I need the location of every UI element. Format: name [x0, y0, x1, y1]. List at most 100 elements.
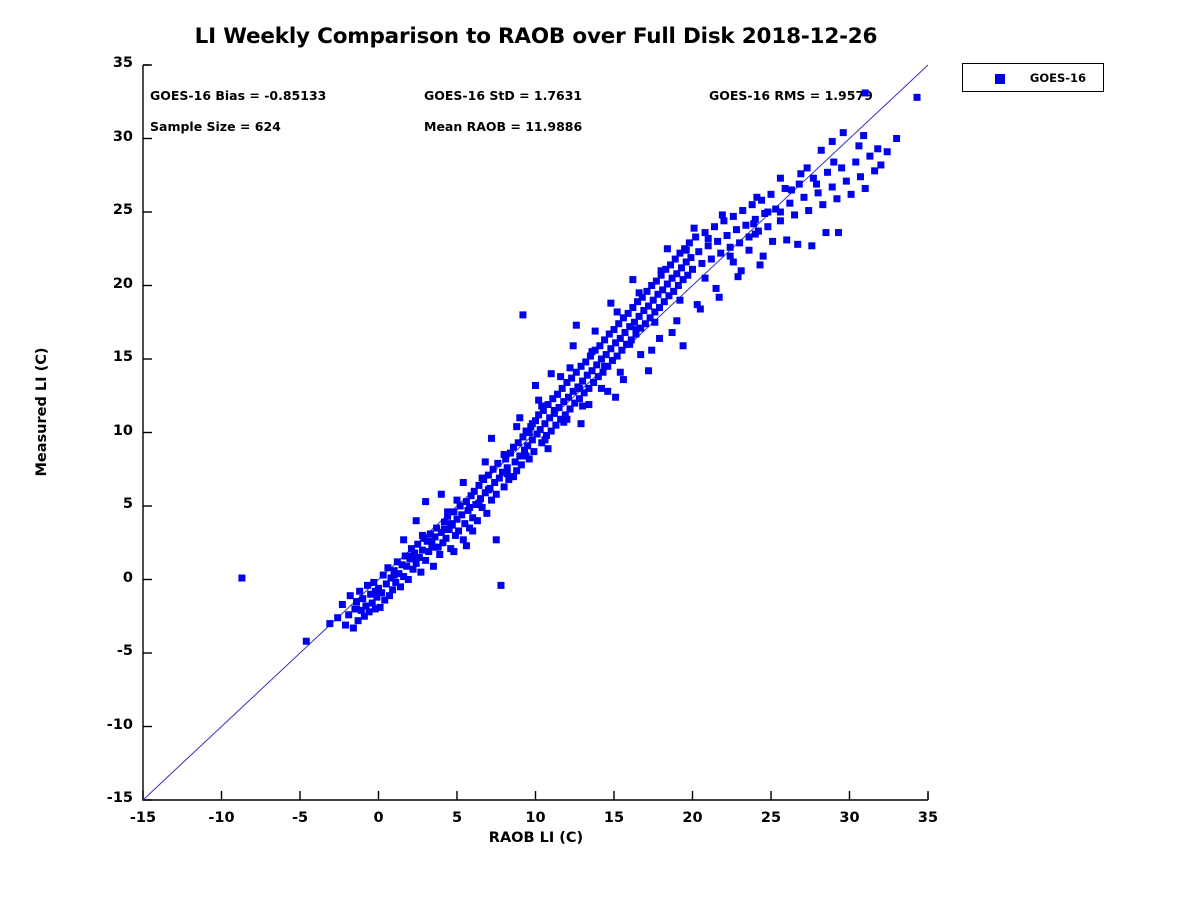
data-point: [561, 411, 569, 419]
data-point: [439, 539, 447, 547]
data-point: [412, 559, 420, 567]
y-tick-label: 15: [112, 349, 133, 365]
data-point: [470, 487, 478, 495]
data-point: [635, 289, 643, 297]
data-point: [503, 470, 511, 478]
annotation-sample-size: Sample Size = 624: [150, 119, 281, 134]
data-point: [682, 258, 690, 266]
data-point: [467, 492, 475, 500]
data-point: [819, 201, 827, 209]
data-point: [657, 267, 665, 275]
data-points-group: [238, 89, 921, 645]
data-point: [371, 587, 379, 595]
data-point: [519, 433, 527, 441]
data-point: [475, 481, 483, 489]
data-point: [528, 436, 536, 444]
data-point: [453, 515, 461, 523]
data-point: [641, 320, 649, 328]
data-point: [422, 556, 430, 564]
data-point: [652, 277, 660, 285]
data-point: [444, 512, 452, 520]
data-point: [855, 142, 863, 150]
data-point: [828, 183, 836, 191]
data-point: [517, 461, 525, 469]
data-point: [349, 624, 357, 632]
data-point: [723, 232, 731, 240]
data-point: [637, 324, 645, 332]
data-point: [593, 361, 601, 369]
data-point: [913, 93, 921, 101]
data-point: [767, 190, 775, 198]
data-point: [591, 327, 599, 335]
data-point: [648, 282, 656, 289]
data-point: [753, 193, 761, 201]
data-point: [651, 308, 659, 316]
data-point: [588, 367, 596, 375]
data-point: [495, 474, 503, 482]
data-point: [445, 526, 453, 534]
data-point: [569, 342, 577, 350]
data-point: [646, 314, 654, 322]
data-point: [477, 495, 485, 503]
data-point: [334, 614, 342, 622]
data-point: [693, 301, 701, 309]
data-point: [389, 586, 397, 594]
data-point: [814, 189, 822, 197]
data-point: [577, 362, 585, 370]
data-point: [764, 223, 772, 231]
data-point: [791, 211, 799, 219]
data-point: [668, 329, 676, 337]
data-point: [385, 592, 393, 600]
data-point: [704, 242, 712, 250]
data-point: [404, 576, 412, 583]
data-point: [346, 592, 354, 600]
data-point: [590, 379, 598, 387]
x-tick-label: 10: [525, 810, 546, 826]
data-point: [563, 415, 571, 423]
data-point: [494, 459, 502, 467]
data-point: [506, 449, 514, 457]
data-point: [696, 305, 704, 313]
data-point: [613, 352, 621, 360]
data-point: [557, 373, 565, 381]
data-point: [842, 177, 850, 185]
data-point: [379, 571, 387, 579]
data-point: [665, 292, 673, 300]
data-point: [758, 196, 766, 204]
data-point: [356, 587, 364, 595]
data-point: [521, 446, 529, 454]
data-point: [698, 259, 706, 267]
data-point: [481, 458, 489, 466]
data-point: [436, 551, 444, 559]
data-point: [373, 593, 381, 601]
y-tick-label: 30: [112, 128, 133, 145]
data-point: [459, 478, 467, 486]
data-point: [803, 164, 811, 172]
data-point: [412, 517, 420, 525]
y-tick-label: 20: [112, 275, 133, 292]
data-point: [558, 384, 566, 392]
data-point: [668, 274, 676, 282]
data-point: [874, 145, 882, 153]
data-point: [692, 233, 700, 241]
data-point: [877, 161, 885, 169]
data-point: [577, 420, 585, 428]
data-point: [585, 384, 593, 392]
data-point: [847, 190, 855, 198]
data-point: [613, 308, 621, 316]
data-point: [690, 224, 698, 232]
data-point: [525, 429, 533, 436]
x-tick-label: 25: [760, 810, 782, 826]
legend[interactable]: GOES-16: [962, 63, 1104, 92]
data-point: [795, 180, 803, 188]
data-point: [637, 351, 645, 359]
data-point: [238, 574, 246, 582]
data-point: [656, 334, 664, 342]
data-point: [597, 355, 605, 363]
data-point: [407, 545, 415, 553]
data-point: [547, 370, 555, 378]
data-point: [670, 287, 678, 295]
data-point: [484, 471, 492, 479]
